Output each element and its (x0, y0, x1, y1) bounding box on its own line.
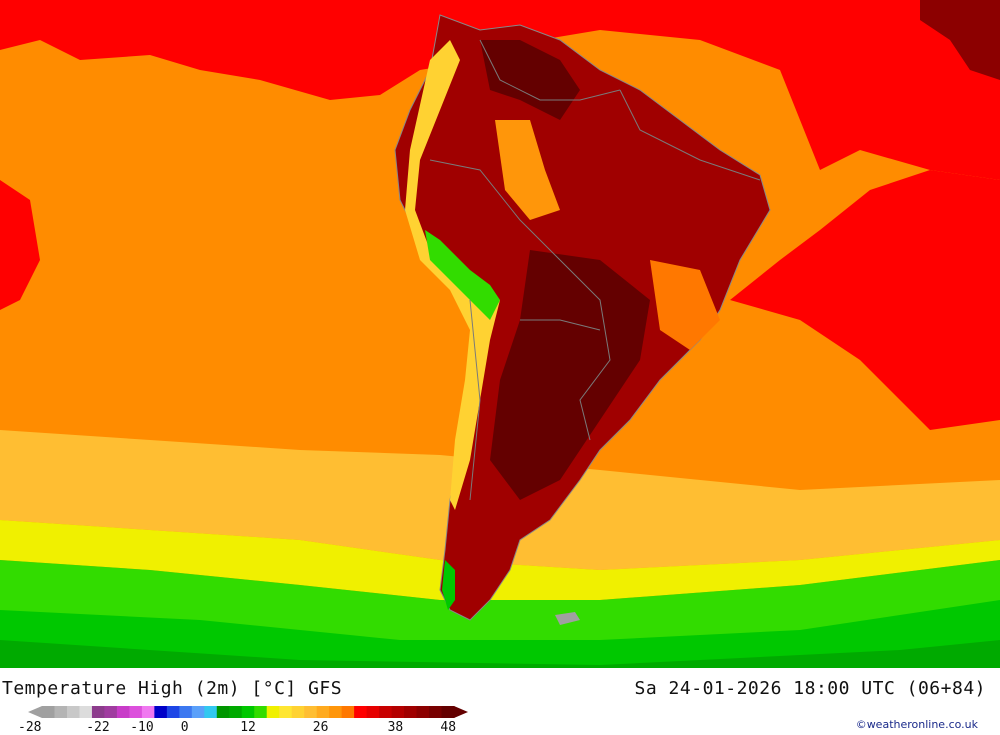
legend-swatch (391, 706, 405, 718)
legend-swatch (279, 706, 293, 718)
map-title: Temperature High (2m) [°C] GFS (2, 678, 343, 699)
legend-swatch (366, 706, 380, 718)
legend-swatch (266, 706, 280, 718)
legend-swatch (416, 706, 430, 718)
color-legend (28, 706, 468, 718)
legend-arrow-left (28, 706, 42, 718)
legend-swatch (166, 706, 180, 718)
legend-tick-label: 48 (440, 720, 457, 735)
north-warm-band (0, 0, 1000, 180)
legend-swatch (441, 706, 455, 718)
credit-link[interactable]: ©weatheronline.co.uk (855, 718, 978, 731)
legend-swatch (79, 706, 93, 718)
legend-swatch (241, 706, 255, 718)
legend-swatch (154, 706, 168, 718)
legend-swatch (404, 706, 418, 718)
legend-tick-label: -10 (130, 720, 154, 735)
temperature-map (0, 0, 1000, 668)
legend-swatch (104, 706, 118, 718)
legend-tick-label: 26 (312, 720, 329, 735)
legend-swatch (229, 706, 243, 718)
valid-datetime: Sa 24-01-2026 18:00 UTC (06+84) (634, 678, 986, 699)
legend-swatch (141, 706, 155, 718)
legend-swatch (354, 706, 368, 718)
legend-tick-label: -22 (86, 720, 110, 735)
chaco-darkest-red (490, 250, 650, 500)
legend-swatch (66, 706, 80, 718)
legend-swatch (304, 706, 318, 718)
legend-swatch (341, 706, 355, 718)
patagonia-green (442, 560, 455, 610)
brazil-highland-orange (650, 260, 720, 350)
legend-swatch (116, 706, 130, 718)
southern-ocean-deep-green (0, 640, 1000, 668)
legend-swatch (42, 706, 55, 718)
west-red-patch (0, 180, 40, 310)
southern-ocean-dark-green (0, 600, 1000, 668)
legend-swatch (129, 706, 143, 718)
legend-tick-label: 12 (240, 720, 256, 735)
altiplano-orange (495, 120, 560, 220)
legend-swatch (216, 706, 230, 718)
legend-swatch (179, 706, 193, 718)
legend-swatch (329, 706, 343, 718)
legend-swatch (54, 706, 68, 718)
legend-swatch (204, 706, 218, 718)
legend-swatch (379, 706, 393, 718)
legend-swatch (254, 706, 268, 718)
legend-swatch (291, 706, 305, 718)
andes-green-patch (425, 230, 500, 320)
legend-arrow-right (454, 706, 468, 718)
atlantic-warm-tongue (730, 170, 1000, 430)
africa-corner (920, 0, 1000, 80)
country-borders (429, 39, 761, 501)
legend-tick-label: 38 (387, 720, 404, 735)
legend-tick-label: -28 (18, 720, 42, 735)
legend-tick-label: 0 (180, 720, 189, 735)
map-footer: Temperature High (2m) [°C] GFS Sa 24-01-… (0, 668, 1000, 735)
legend-swatch (316, 706, 330, 718)
falklands (555, 612, 580, 625)
legend-swatch (429, 706, 443, 718)
legend-swatch (91, 706, 105, 718)
legend-swatch (191, 706, 205, 718)
